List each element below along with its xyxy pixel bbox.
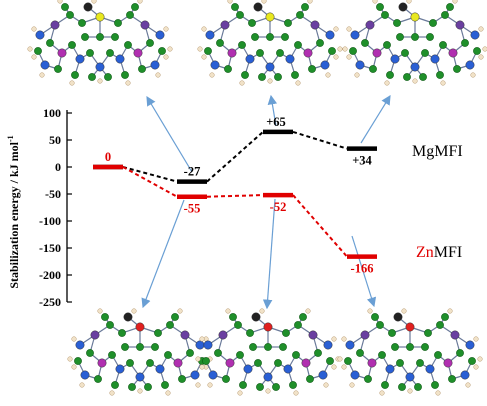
series-connector [206,194,264,198]
energy-value-label: 0 [105,150,111,164]
data-labels: -27 +65 +34 0 -55 -52 -166 [105,115,374,276]
energy-value-label: -166 [351,262,374,276]
y-tick-label: 50 [49,133,61,147]
pointer-arrow [146,95,193,173]
mg-structure-3 [342,0,487,86]
energy-value-label: -27 [184,165,201,179]
energy-value-label: +65 [266,115,286,129]
y-tick-label: -150 [39,241,61,255]
series-connector [292,194,348,258]
series-connector [206,131,264,183]
pointer-arrow [141,199,185,309]
pointer-arrow [351,235,377,308]
zn-structure-3 [337,308,483,396]
energy-value-label: -55 [184,202,201,216]
series-connector [122,166,178,198]
pointer-arrow [360,94,391,144]
series-connector [292,130,348,150]
y-ticks: 100 50 0 -50 -100 -150 -200 -250 [39,106,72,309]
pointer-arrow [267,94,278,127]
y-tick-label: -200 [39,268,61,282]
energy-levels [93,129,377,259]
y-tick-label: -100 [39,214,61,228]
energy-value-label: +34 [352,154,372,168]
y-tick-label: -250 [39,295,61,309]
series-labels: MgMFI ZnMFI [412,143,463,261]
y-tick-label: -50 [45,187,61,201]
series-name-label: MgMFI [412,143,463,160]
y-tick-label: 100 [43,106,61,120]
y-axis-label: Stabilization energy / kJ mol-1 [6,135,21,288]
mg-structure-2 [197,0,343,86]
mg-structure-1 [27,0,173,86]
energy-value-label: -52 [270,200,287,214]
series-connector [122,166,178,183]
connector-arrows [141,94,391,310]
zn-structure-2 [195,308,341,396]
zn-structure-1 [67,308,213,396]
pointer-arrow [262,198,276,310]
series-name-label: ZnMFI [416,244,462,261]
molecular-structures [27,0,487,396]
y-tick-label: 0 [55,160,61,174]
